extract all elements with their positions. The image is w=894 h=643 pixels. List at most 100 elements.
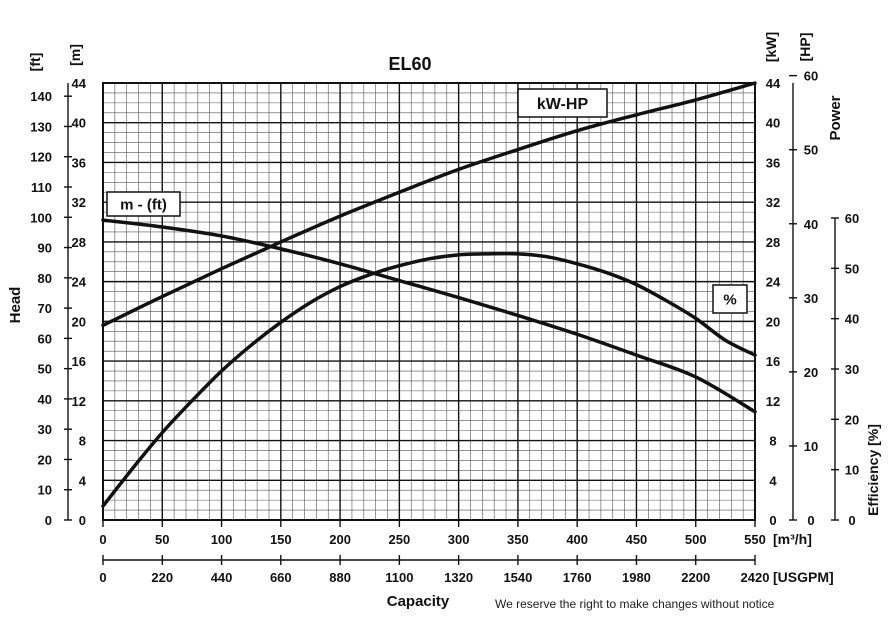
kw-unit: [kW] [763,32,779,62]
x-tick-label: 150 [270,532,292,547]
head-ft-tick-label: 70 [38,301,52,316]
head-m-tick-label: 32 [72,195,86,210]
head-axis-title: Head [7,287,24,324]
axes [64,74,839,565]
x-tick-label: 550 [744,532,766,547]
notice-text: We reserve the right to make changes wit… [495,597,775,611]
usgpm-tick-label: 1980 [622,570,651,585]
kw-tick-label: 4 [769,473,777,488]
minor-grid [103,83,755,520]
head-ft-tick-label: 0 [45,513,52,528]
head-ft-tick-label: 120 [30,150,52,165]
x-axis-title: Capacity [387,593,450,610]
kw-tick-label: 16 [766,354,780,369]
usgpm-tick-label: 2200 [681,570,710,585]
head-ft-unit: [ft] [27,53,43,72]
x-tick-label: 500 [685,532,707,547]
efficiency-curve [101,251,757,508]
x-tick-label: 250 [389,532,411,547]
kw-tick-label: 28 [766,235,780,250]
x-tick-label: 350 [507,532,529,547]
head-m-tick-label: 8 [79,434,86,449]
power-curve [101,81,757,328]
kw-tick-label: 0 [769,513,776,528]
kw-tick-label: 12 [766,394,780,409]
head-ft-tick-label: 110 [31,180,52,195]
x-tick-label: 200 [329,532,351,547]
head-m-tick-label: 0 [79,513,86,528]
series-label: % [723,291,736,308]
hp-unit: [HP] [797,33,813,62]
kw-tick-label: 24 [766,275,781,290]
head-m-unit: [m] [67,44,83,66]
hp-tick-label: 50 [804,143,818,158]
head-m-tick-label: 12 [72,394,86,409]
usgpm-tick-label: 1540 [503,570,532,585]
x-tick-label: 50 [155,532,169,547]
head-ft-tick-label: 20 [38,452,52,467]
head-m-tick-label: 36 [72,155,86,170]
efficiency-tick-label: 50 [845,261,859,276]
hp-tick-label: 10 [804,439,818,454]
usgpm-tick-label: 2420 [741,570,770,585]
x-unit-label: [m³/h] [773,531,812,547]
series-label-box [712,284,748,314]
head-ft-tick-label: 30 [38,422,52,437]
head-m-tick-label: 40 [72,116,86,131]
head-ft-tick-label: 10 [38,483,52,498]
head-ft-tick-label: 80 [38,271,52,286]
usgpm-tick-label: 440 [211,570,233,585]
series-label-box [517,88,608,118]
head-m-tick-label: 4 [79,473,87,488]
head-m-tick-label: 20 [72,314,86,329]
hp-tick-label: 20 [804,365,818,380]
head-ft-tick-label: 90 [38,241,52,256]
head-m-tick-label: 16 [72,354,86,369]
usgpm-tick-label: 880 [329,570,351,585]
x-tick-label: 100 [211,532,233,547]
head-curve [101,218,757,414]
kw-tick-label: 32 [766,195,780,210]
head-m-tick-label: 24 [72,275,87,290]
efficiency-tick-label: 60 [845,211,859,226]
efficiency-tick-label: 10 [845,463,859,478]
efficiency-tick-label: 40 [845,312,859,327]
kw-tick-label: 20 [766,314,780,329]
head-ft-tick-label: 50 [38,362,52,377]
chart-title: EL60 [388,54,431,74]
hp-tick-label: 30 [804,291,818,306]
efficiency-axis-title: Efficiency [%] [865,424,881,516]
head-ft-tick-label: 140 [30,89,52,104]
series-label: m - (ft) [120,196,167,213]
usgpm-unit-label: [USGPM] [773,569,834,585]
head-ft-tick-label: 40 [38,392,52,407]
head-ft-tick-label: 60 [38,331,52,346]
x-tick-label: 300 [448,532,470,547]
curves [101,81,757,508]
x-tick-label: 450 [626,532,648,547]
usgpm-tick-label: 1100 [385,570,413,585]
kw-tick-label: 36 [766,155,780,170]
hp-tick-label: 60 [804,69,818,84]
usgpm-tick-label: 1760 [563,570,592,585]
usgpm-tick-label: 220 [151,570,173,585]
efficiency-tick-label: 0 [848,513,855,528]
kw-tick-label: 8 [769,434,776,449]
efficiency-tick-label: 20 [845,412,859,427]
kw-tick-label: 44 [766,76,781,91]
hp-tick-label: 40 [804,217,818,232]
series-label: kW-HP [537,96,589,113]
head-ft-tick-label: 130 [30,119,52,134]
usgpm-tick-label: 660 [270,570,292,585]
head-m-tick-label: 44 [72,76,87,91]
head-m-tick-label: 28 [72,235,86,250]
usgpm-tick-label: 1320 [444,570,473,585]
kw-tick-label: 40 [766,116,780,131]
power-axis-title: Power [827,95,844,140]
x-tick-label: 400 [566,532,588,547]
usgpm-tick-label: 0 [99,570,106,585]
plot-frame [102,82,756,521]
hp-tick-label: 0 [807,513,814,528]
head-ft-tick-label: 100 [30,210,52,225]
